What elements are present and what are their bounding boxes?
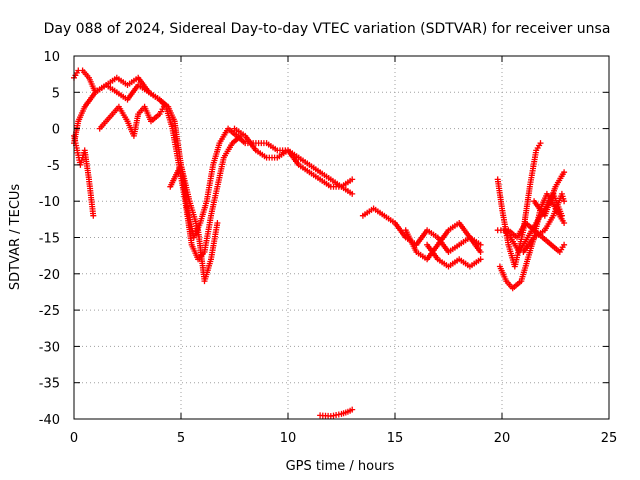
- x-tick-label: 10: [280, 431, 297, 446]
- grid: [74, 56, 609, 419]
- data-series-s10: [494, 140, 544, 270]
- data-series-s1: [71, 82, 356, 241]
- chart-title: Day 088 of 2024, Sidereal Day-to-day VTE…: [44, 21, 611, 37]
- y-tick-label: 5: [52, 86, 60, 101]
- x-tick-label: 15: [387, 431, 404, 446]
- y-tick-label: -15: [39, 232, 60, 247]
- y-tick-label: -35: [39, 377, 60, 392]
- data-series-s4: [96, 103, 167, 139]
- y-tick-label: -10: [39, 195, 60, 210]
- x-tick-label: 0: [70, 431, 78, 446]
- x-axis-label: GPS time / hours: [286, 459, 395, 474]
- data-series-s2: [71, 67, 244, 263]
- y-tick-label: 10: [43, 50, 60, 65]
- x-tick-label: 25: [601, 431, 618, 446]
- data-series-s15: [531, 169, 568, 219]
- y-tick-labels: 10 5 0 -5 -10 -15 -20 -25 -30 -35 -40: [39, 50, 60, 428]
- y-tick-label: -5: [47, 159, 60, 174]
- y-tick-label: -20: [39, 268, 60, 283]
- data-series-group: [71, 67, 568, 420]
- y-axis-label: SDTVAR / TECUs: [8, 184, 23, 291]
- x-tick-label: 5: [177, 431, 185, 446]
- y-tick-label: 0: [52, 123, 60, 138]
- axis-ticks: [73, 55, 610, 420]
- x-tick-labels: 0 5 10 15 20 25: [70, 431, 617, 446]
- data-series-s6: [231, 125, 356, 190]
- y-tick-label: -40: [39, 413, 60, 428]
- data-series-s9: [424, 241, 484, 270]
- data-series-s14: [520, 190, 568, 255]
- data-series-s16: [317, 406, 356, 420]
- data-series-s8: [402, 220, 484, 263]
- y-tick-label: -25: [39, 304, 60, 319]
- x-tick-label: 20: [494, 431, 511, 446]
- y-tick-label: -30: [39, 340, 60, 355]
- data-series-s3: [71, 132, 97, 219]
- data-series-s5: [167, 161, 221, 285]
